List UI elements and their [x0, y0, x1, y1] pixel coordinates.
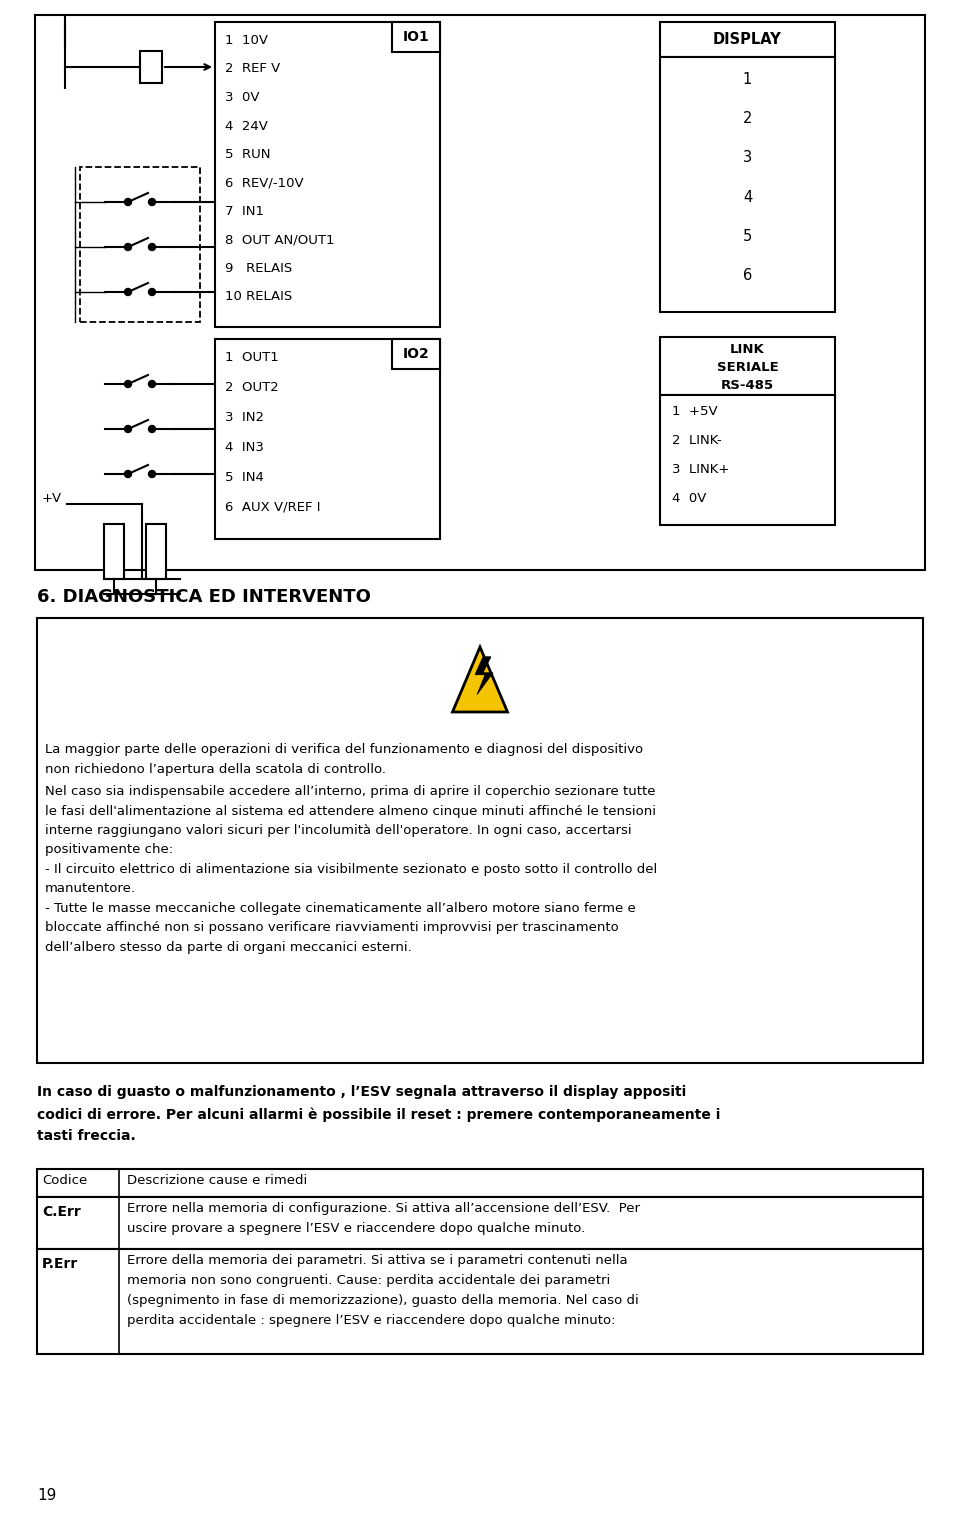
Text: Errore nella memoria di configurazione. Si attiva all’accensione dell’ESV.  Per: Errore nella memoria di configurazione. … [127, 1202, 640, 1215]
Text: 6. DIAGNOSTICA ED INTERVENTO: 6. DIAGNOSTICA ED INTERVENTO [37, 589, 371, 605]
Text: uscire provare a spegnere l’ESV e riaccendere dopo qualche minuto.: uscire provare a spegnere l’ESV e riacce… [127, 1221, 586, 1235]
Text: Nel caso sia indispensabile accedere all’interno, prima di aprire il coperchio s: Nel caso sia indispensabile accedere all… [45, 785, 656, 799]
Text: bloccate affinché non si possano verificare riavviamenti improvvisi per trascina: bloccate affinché non si possano verific… [45, 922, 619, 934]
Text: DISPLAY: DISPLAY [713, 32, 781, 47]
Circle shape [125, 199, 132, 205]
Text: 2: 2 [743, 111, 753, 126]
Text: In caso di guasto o malfunzionamento , l’ESV segnala attraverso il display appos: In caso di guasto o malfunzionamento , l… [37, 1084, 686, 1100]
Text: 8  OUT AN/OUT1: 8 OUT AN/OUT1 [225, 234, 334, 246]
Text: +V: +V [42, 493, 62, 505]
Bar [140, 52, 162, 84]
Text: 1  OUT1: 1 OUT1 [225, 351, 278, 364]
Text: le fasi dell'alimentazione al sistema ed attendere almeno cinque minuti affinché: le fasi dell'alimentazione al sistema ed… [45, 805, 656, 817]
Text: C.Err: C.Err [42, 1205, 81, 1218]
Text: 6  AUX V/REF I: 6 AUX V/REF I [225, 500, 321, 514]
Text: 4  IN3: 4 IN3 [225, 441, 264, 453]
Text: 4  24V: 4 24V [225, 120, 268, 132]
Bar [104, 525, 124, 580]
Bar [392, 21, 440, 52]
Text: (spegnimento in fase di memorizzazione), guasto della memoria. Nel caso di: (spegnimento in fase di memorizzazione),… [127, 1294, 638, 1307]
Text: SERIALE: SERIALE [716, 360, 779, 374]
Bar [660, 56, 835, 312]
Bar [37, 1249, 923, 1354]
Text: 6: 6 [743, 268, 752, 283]
Circle shape [125, 243, 132, 251]
Bar [37, 618, 923, 1063]
Text: Descrizione cause e rimedi: Descrizione cause e rimedi [127, 1174, 307, 1186]
Text: LINK: LINK [731, 344, 765, 356]
Text: 9   RELAIS: 9 RELAIS [225, 262, 292, 275]
Circle shape [149, 426, 156, 432]
Text: dell’albero stesso da parte di organi meccanici esterni.: dell’albero stesso da parte di organi me… [45, 941, 412, 954]
Text: 1  +5V: 1 +5V [672, 405, 718, 418]
Circle shape [125, 470, 132, 478]
Bar [35, 15, 925, 570]
Bar [660, 395, 835, 525]
Text: 2  LINK-: 2 LINK- [672, 433, 722, 447]
Text: 2  REF V: 2 REF V [225, 62, 280, 76]
Bar [660, 21, 835, 56]
Bar [146, 525, 166, 580]
Bar [37, 1197, 923, 1249]
Text: 1: 1 [743, 71, 752, 87]
Text: 4: 4 [743, 190, 752, 205]
Bar [37, 1170, 923, 1197]
Text: 6  REV/-10V: 6 REV/-10V [225, 176, 303, 190]
Text: memoria non sono congruenti. Cause: perdita accidentale dei parametri: memoria non sono congruenti. Cause: perd… [127, 1275, 611, 1287]
Text: manutentore.: manutentore. [45, 882, 136, 896]
Bar [392, 339, 440, 370]
Text: 5: 5 [743, 230, 752, 243]
Text: non richiedono l’apertura della scatola di controllo.: non richiedono l’apertura della scatola … [45, 762, 386, 776]
Polygon shape [475, 657, 493, 695]
Text: - Tutte le masse meccaniche collegate cinematicamente all’albero motore siano fe: - Tutte le masse meccaniche collegate ci… [45, 902, 636, 916]
Text: perdita accidentale : spegnere l’ESV e riaccendere dopo qualche minuto:: perdita accidentale : spegnere l’ESV e r… [127, 1314, 615, 1326]
Bar [80, 167, 200, 322]
Text: IO2: IO2 [402, 347, 429, 360]
Text: 19: 19 [37, 1488, 57, 1503]
Circle shape [125, 289, 132, 295]
Text: IO1: IO1 [402, 30, 429, 44]
Text: 4  0V: 4 0V [672, 491, 707, 505]
Text: 3  LINK+: 3 LINK+ [672, 462, 730, 476]
Circle shape [125, 426, 132, 432]
Text: La maggior parte delle operazioni di verifica del funzionamento e diagnosi del d: La maggior parte delle operazioni di ver… [45, 742, 643, 756]
Text: 1  10V: 1 10V [225, 33, 268, 47]
Polygon shape [452, 646, 508, 712]
Text: positivamente che:: positivamente che: [45, 844, 173, 856]
Text: 10 RELAIS: 10 RELAIS [225, 291, 292, 304]
Circle shape [149, 380, 156, 388]
Text: codici di errore. Per alcuni allarmi è possibile il reset : premere contemporane: codici di errore. Per alcuni allarmi è p… [37, 1107, 720, 1121]
Text: P.Err: P.Err [42, 1256, 79, 1272]
Text: 3  IN2: 3 IN2 [225, 411, 264, 424]
Circle shape [125, 380, 132, 388]
Text: Codice: Codice [42, 1174, 87, 1186]
Text: - Il circuito elettrico di alimentazione sia visibilmente sezionato e posto sott: - Il circuito elettrico di alimentazione… [45, 862, 658, 876]
Bar [660, 338, 835, 395]
Circle shape [149, 243, 156, 251]
Text: 5  RUN: 5 RUN [225, 148, 271, 161]
Text: 3  0V: 3 0V [225, 91, 259, 103]
Text: 7  IN1: 7 IN1 [225, 205, 264, 218]
Text: 5  IN4: 5 IN4 [225, 472, 264, 484]
Circle shape [149, 470, 156, 478]
Text: interne raggiungano valori sicuri per l'incolumità dell'operatore. In ogni caso,: interne raggiungano valori sicuri per l'… [45, 824, 632, 837]
Circle shape [149, 199, 156, 205]
Text: RS-485: RS-485 [721, 379, 774, 392]
Bar [215, 21, 440, 327]
Text: 2  OUT2: 2 OUT2 [225, 380, 278, 394]
Text: 3: 3 [743, 151, 752, 166]
Circle shape [149, 289, 156, 295]
Text: tasti freccia.: tasti freccia. [37, 1129, 135, 1142]
Text: Errore della memoria dei parametri. Si attiva se i parametri contenuti nella: Errore della memoria dei parametri. Si a… [127, 1253, 628, 1267]
Bar [215, 339, 440, 538]
